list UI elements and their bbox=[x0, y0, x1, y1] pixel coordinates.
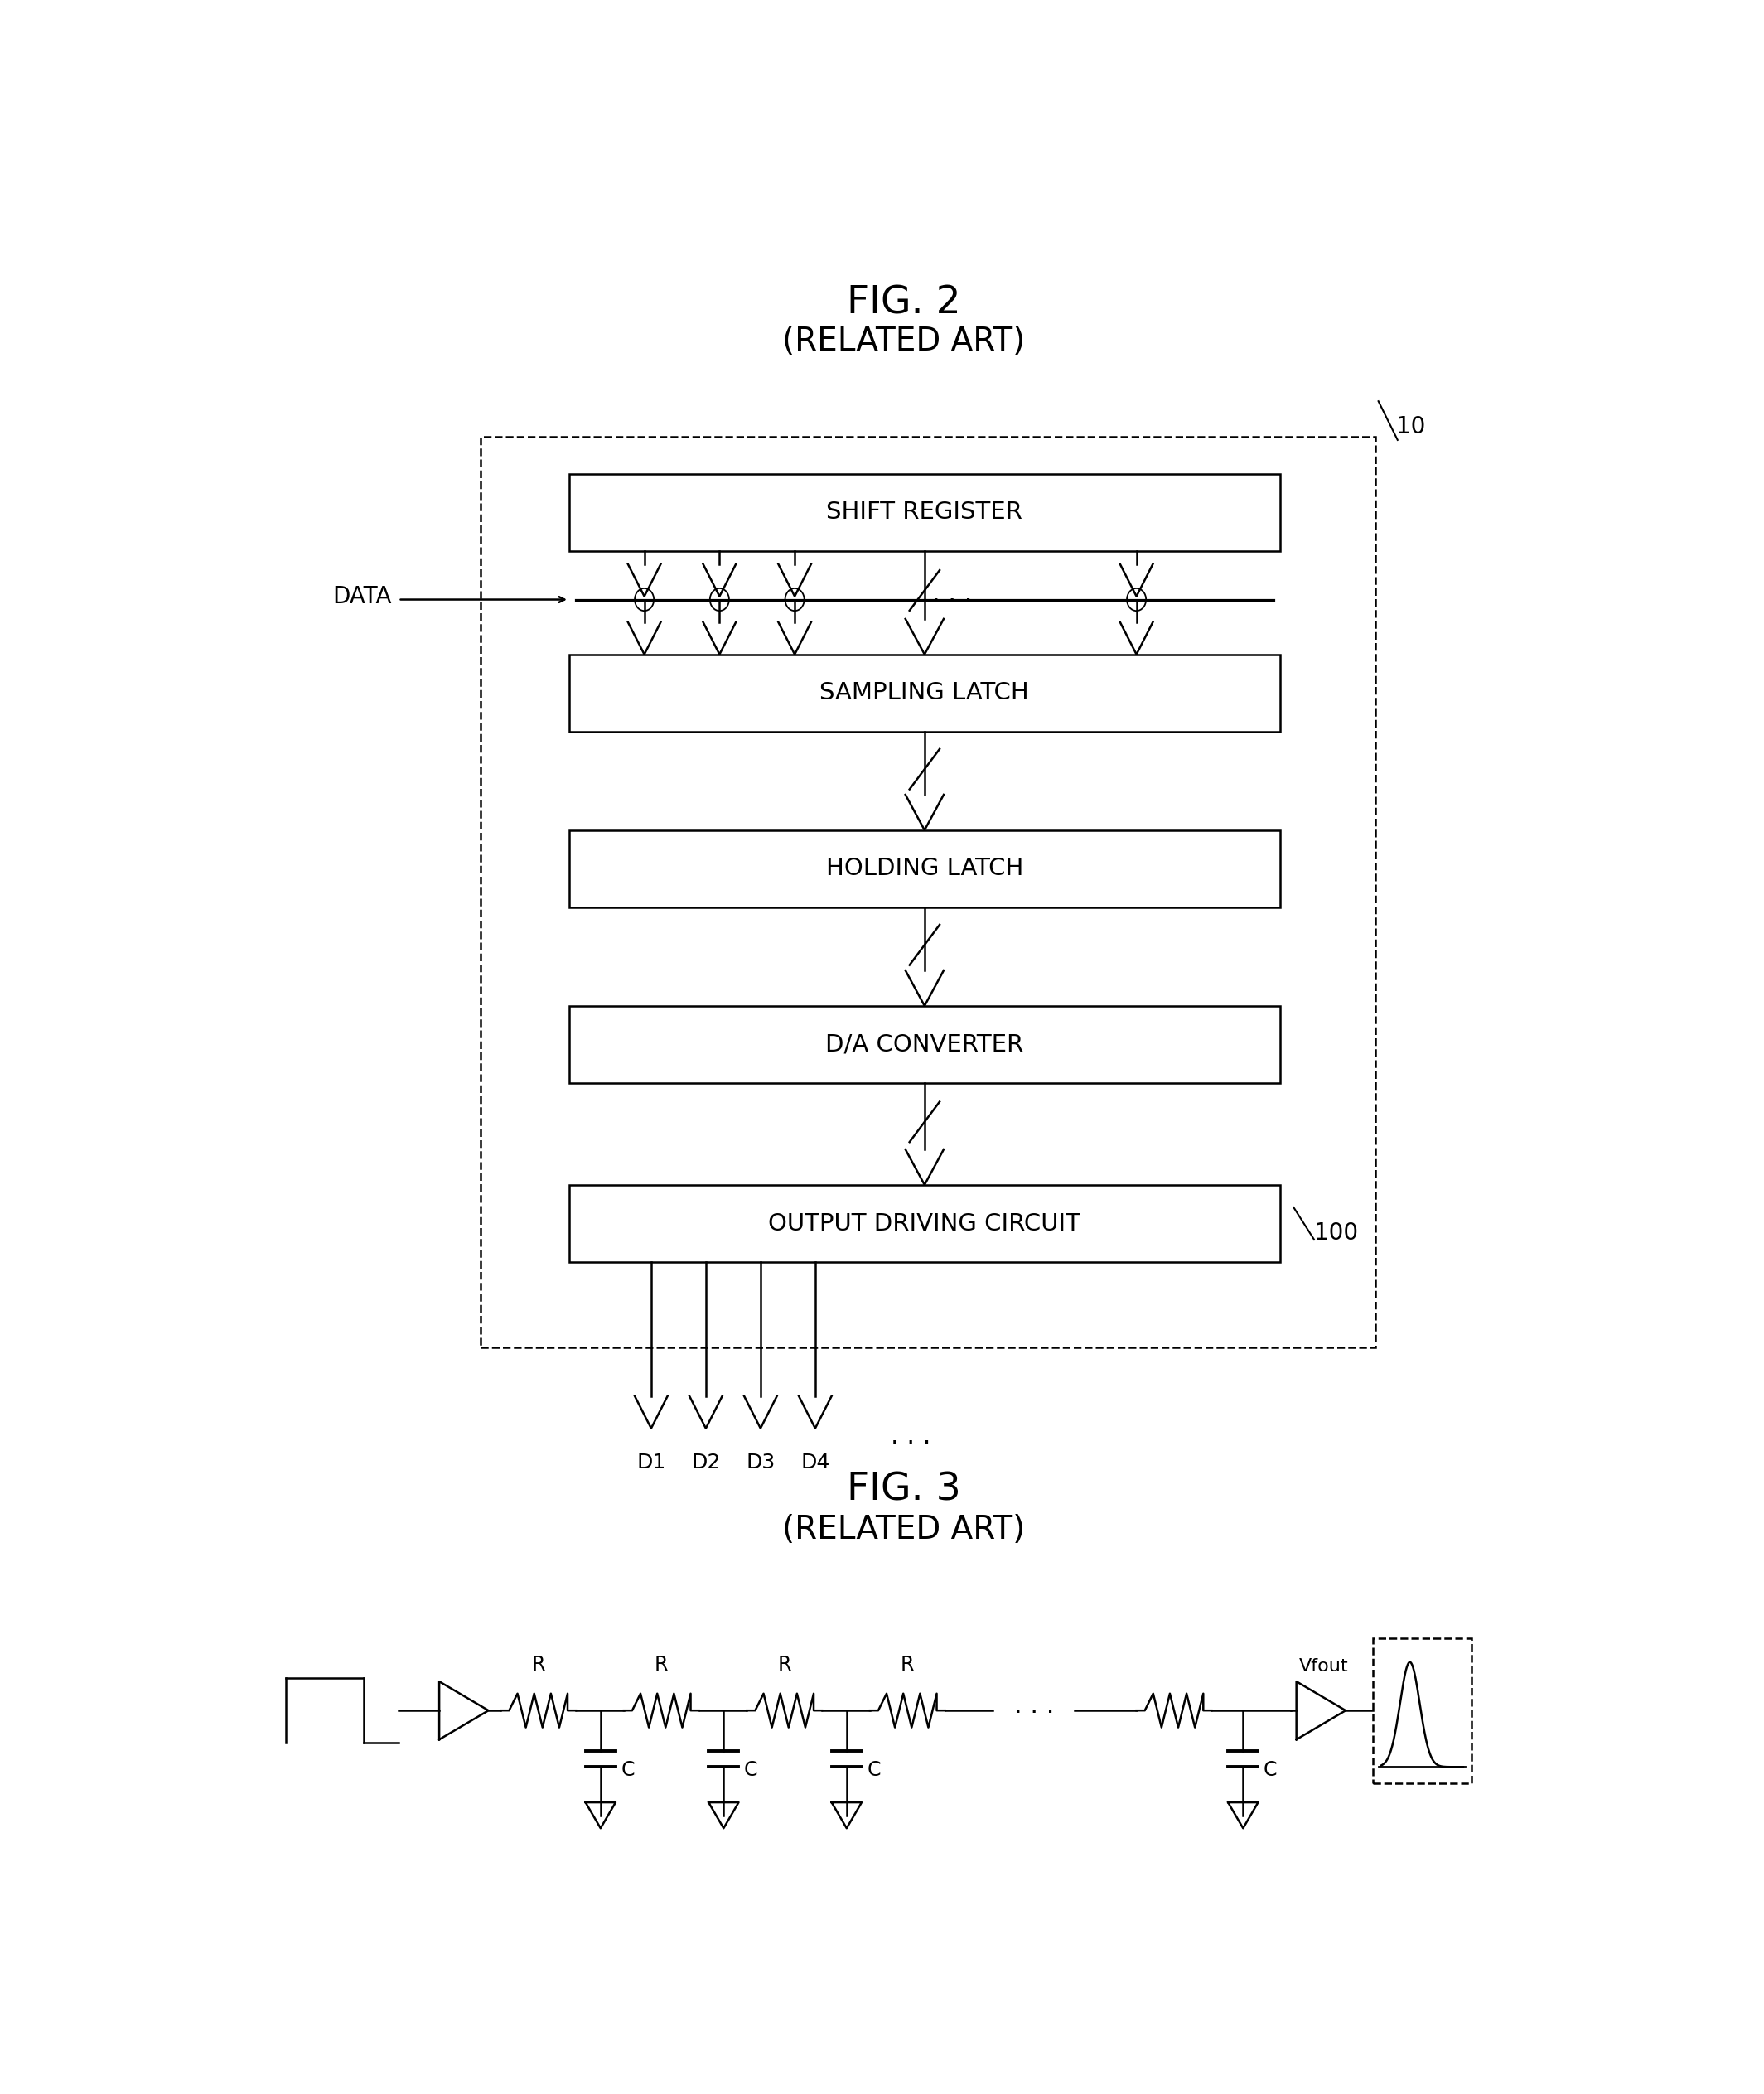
Text: SHIFT REGISTER: SHIFT REGISTER bbox=[826, 500, 1023, 524]
Text: 100: 100 bbox=[1314, 1221, 1358, 1244]
Text: C: C bbox=[621, 1761, 635, 1780]
Text: R: R bbox=[531, 1654, 545, 1675]
Text: R: R bbox=[901, 1654, 914, 1675]
Bar bbox=[570, 829, 1281, 907]
Text: D3: D3 bbox=[746, 1453, 774, 1472]
Text: C: C bbox=[744, 1761, 759, 1780]
Text: . . .: . . . bbox=[1014, 1694, 1053, 1717]
Text: OUTPUT DRIVING CIRCUIT: OUTPUT DRIVING CIRCUIT bbox=[769, 1212, 1081, 1235]
Bar bbox=[1372, 1638, 1471, 1784]
Text: (RELATED ART): (RELATED ART) bbox=[783, 1514, 1025, 1545]
Text: D4: D4 bbox=[801, 1453, 829, 1472]
Text: Vfout: Vfout bbox=[1298, 1658, 1348, 1675]
Text: SAMPLING LATCH: SAMPLING LATCH bbox=[820, 681, 1028, 706]
Bar bbox=[570, 1185, 1281, 1263]
Text: (RELATED ART): (RELATED ART) bbox=[783, 327, 1025, 358]
Text: . . .: . . . bbox=[891, 1424, 931, 1449]
Text: DATA: DATA bbox=[332, 584, 392, 607]
Text: . . .: . . . bbox=[931, 582, 972, 607]
Bar bbox=[570, 1005, 1281, 1083]
Bar bbox=[570, 653, 1281, 731]
Text: 10: 10 bbox=[1397, 415, 1425, 438]
Text: R: R bbox=[778, 1654, 792, 1675]
Text: HOLDING LATCH: HOLDING LATCH bbox=[826, 856, 1023, 879]
Text: D/A CONVERTER: D/A CONVERTER bbox=[826, 1032, 1023, 1055]
Text: D1: D1 bbox=[637, 1453, 665, 1472]
Text: FIG. 3: FIG. 3 bbox=[847, 1470, 961, 1508]
Text: C: C bbox=[1263, 1761, 1277, 1780]
Text: C: C bbox=[868, 1761, 880, 1780]
Text: D2: D2 bbox=[691, 1453, 720, 1472]
Bar bbox=[480, 438, 1376, 1349]
Text: FIG. 2: FIG. 2 bbox=[847, 285, 961, 322]
Text: R: R bbox=[654, 1654, 669, 1675]
Bar bbox=[570, 473, 1281, 551]
